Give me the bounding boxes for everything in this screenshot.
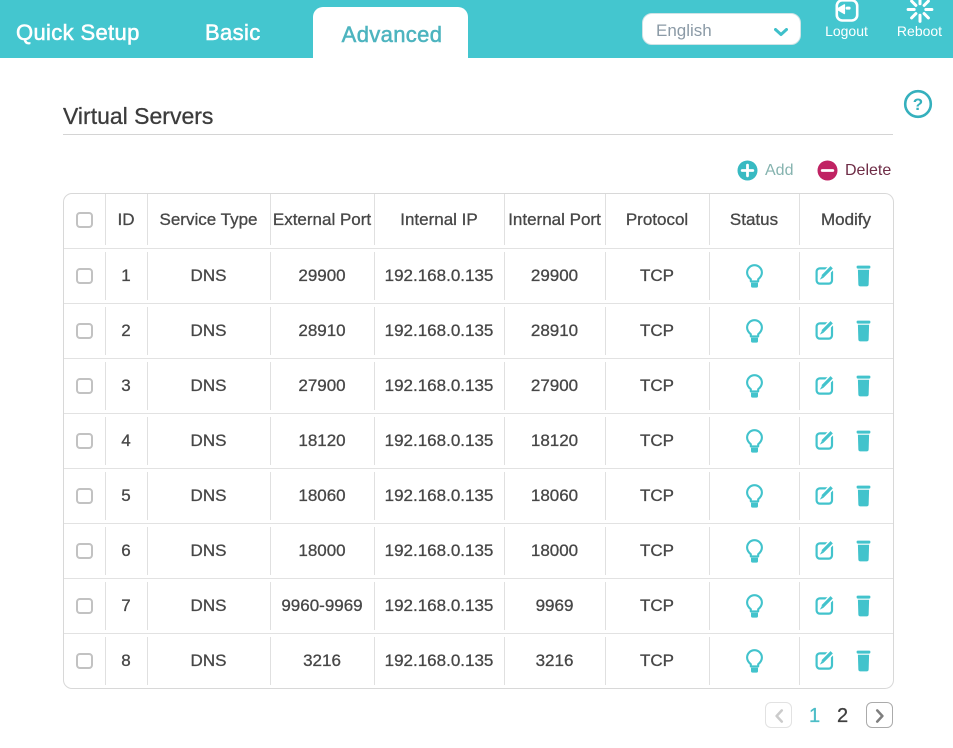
svg-text:?: ? bbox=[913, 95, 923, 114]
